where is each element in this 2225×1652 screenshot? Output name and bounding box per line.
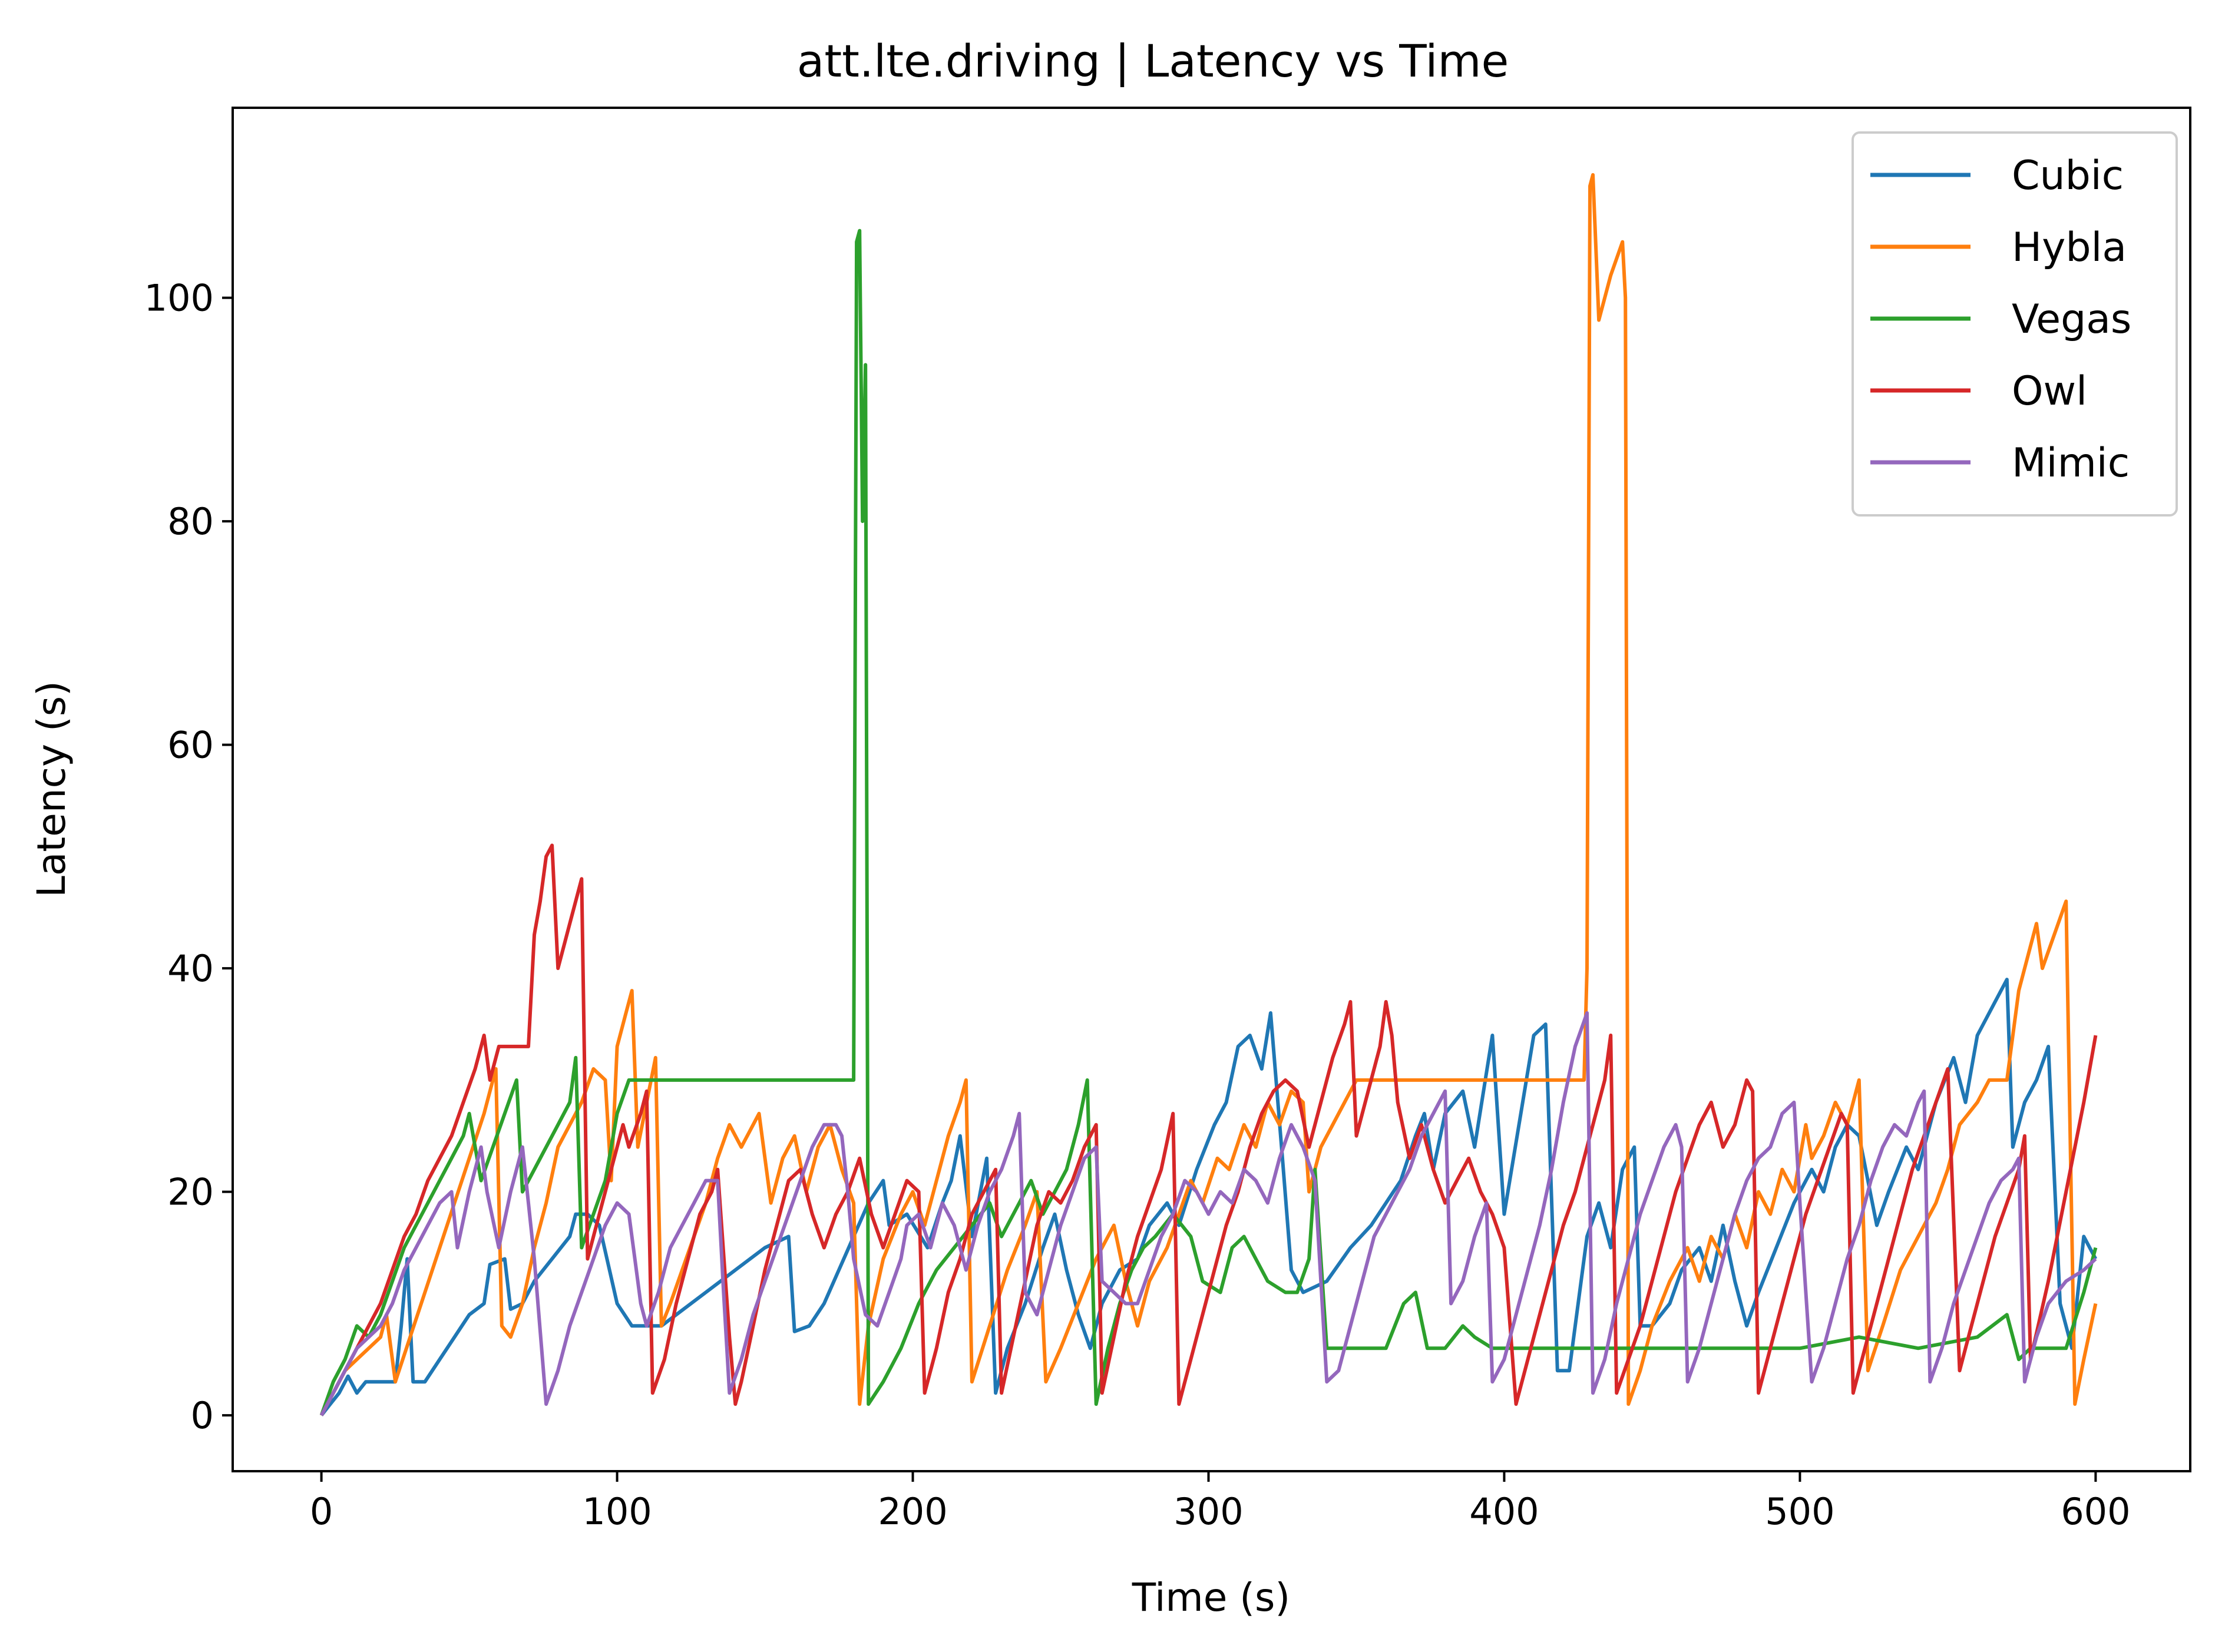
series-line-hybla: [319, 173, 2098, 1416]
y-tick-label: 0: [191, 1394, 214, 1437]
plot-frame: [232, 107, 2191, 1472]
x-axis: 0 100 200 300 400 500 600: [310, 1471, 2131, 1533]
y-tick-label: 20: [167, 1171, 214, 1214]
x-axis-label: Time (s): [1132, 1575, 1290, 1620]
legend-label-mimic: Mimic: [2012, 440, 2130, 486]
x-tick-label: 600: [2061, 1490, 2130, 1533]
series-line-cubic: [320, 978, 2098, 1416]
x-tick-label: 300: [1173, 1490, 1243, 1533]
y-tick-label: 100: [144, 277, 214, 320]
x-tick-label: 100: [582, 1490, 652, 1533]
y-tick-label: 80: [167, 500, 214, 543]
x-tick-label: 0: [310, 1490, 333, 1533]
y-axis: 0 20 40 60 80 100: [144, 277, 233, 1437]
series-layer: [319, 173, 2098, 1416]
plot-area: [232, 107, 2191, 1472]
x-tick-label: 200: [878, 1490, 947, 1533]
legend-label-hybla: Hybla: [2012, 224, 2127, 271]
legend-label-vegas: Vegas: [2012, 296, 2131, 343]
x-tick-label: 500: [1765, 1490, 1834, 1533]
y-tick-label: 60: [167, 724, 214, 767]
series-line-mimic: [319, 1011, 2097, 1416]
y-axis-label: Latency (s): [29, 681, 74, 898]
legend-label-cubic: Cubic: [2012, 153, 2124, 199]
series-line-owl: [319, 843, 2098, 1416]
legend-box: [1852, 131, 2178, 517]
x-tick-label: 400: [1469, 1490, 1539, 1533]
chart-title: att.lte.driving | Latency vs Time: [797, 35, 1509, 88]
legend-label-owl: Owl: [2012, 368, 2087, 415]
y-tick-label: 40: [167, 947, 214, 990]
legend: Cubic Hybla Vegas Owl Mimic: [1852, 131, 2178, 517]
series-line-vegas: [319, 229, 2098, 1416]
